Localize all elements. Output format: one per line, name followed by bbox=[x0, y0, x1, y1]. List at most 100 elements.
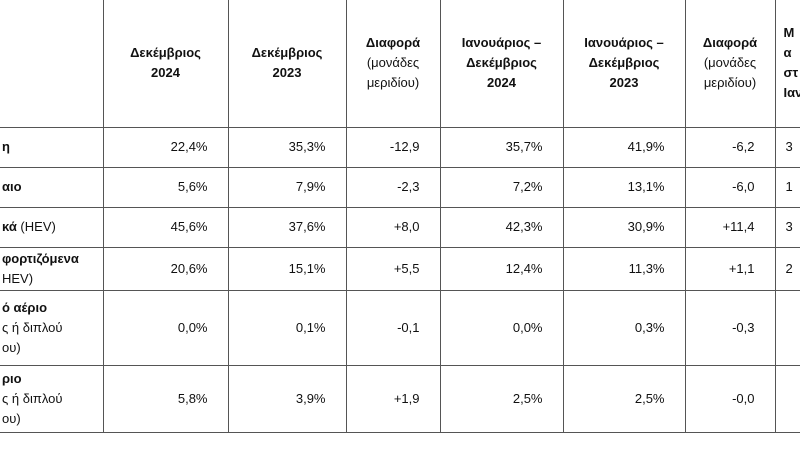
cell-line: φορτιζόμενα bbox=[2, 249, 102, 269]
cell-text: η bbox=[2, 139, 10, 154]
cell-text: ου) bbox=[2, 339, 21, 355]
value-cell bbox=[774, 289, 800, 366]
cell-text: 2024 bbox=[487, 75, 516, 91]
cell-line: ου) bbox=[2, 409, 102, 429]
cell-line: 2023 bbox=[564, 73, 684, 93]
cell-text: Διαφορά bbox=[702, 35, 758, 51]
cell-line: Δεκέμβριος bbox=[104, 43, 227, 63]
cell-text: 2024 bbox=[151, 65, 180, 81]
header-cell bbox=[0, 0, 104, 128]
cell-text: 2023 bbox=[609, 75, 639, 91]
value-cell: +1,1 bbox=[684, 246, 776, 291]
value-cell: 37,6% bbox=[227, 206, 347, 248]
row-label: κά (HEV) bbox=[0, 206, 104, 248]
cell-text: φορτιζόμενα bbox=[2, 250, 79, 266]
value-cell: 30,9% bbox=[562, 206, 686, 248]
cell-line: Μ bbox=[784, 23, 800, 43]
cell-line: 2023 bbox=[229, 63, 345, 83]
cell-line: Δεκέμβριος bbox=[229, 43, 345, 63]
table-row: αιο 5,6% 7,9% -2,3 7,2% 13,1% -6,0 1 bbox=[0, 166, 800, 208]
value-cell: 2 bbox=[774, 246, 800, 291]
cell-line: Διαφορά bbox=[686, 33, 774, 53]
row-label: ριο ς ή διπλού ου) bbox=[0, 364, 104, 433]
cell-line: μεριδίου) bbox=[686, 73, 774, 93]
cell-line: Ιανουάριος – bbox=[441, 33, 562, 53]
value-cell: +1,9 bbox=[345, 364, 441, 433]
cell-text: ριο bbox=[2, 370, 22, 386]
cell-text: Διαφορά bbox=[365, 35, 421, 51]
cell-line: Ιανουάριος – bbox=[564, 33, 684, 53]
cell-text: ς ή διπλού bbox=[2, 319, 63, 335]
header-cell: Δεκέμβριος 2023 bbox=[227, 0, 347, 128]
cell-line: Διαφορά bbox=[347, 33, 439, 53]
cell-text: Δεκέμβριος bbox=[588, 55, 660, 71]
cell-text: Δεκέμβριος bbox=[251, 45, 323, 61]
row-label: ό αέριο ς ή διπλού ου) bbox=[0, 289, 104, 366]
cell-text: HEV) bbox=[2, 270, 34, 286]
value-cell: -0,3 bbox=[684, 289, 776, 366]
value-cell: 0,3% bbox=[562, 289, 686, 366]
cell-line: Δεκέμβριος bbox=[441, 53, 562, 73]
cell-text: μεριδίου) bbox=[703, 75, 757, 91]
value-cell: 3 bbox=[774, 126, 800, 168]
cell-line: Ιαν bbox=[784, 83, 800, 103]
value-cell: -2,3 bbox=[345, 166, 441, 208]
cell-line: μεριδίου) bbox=[347, 73, 439, 93]
value-cell: 41,9% bbox=[562, 126, 686, 168]
value-cell: 5,6% bbox=[102, 166, 229, 208]
value-cell: 13,1% bbox=[562, 166, 686, 208]
value-cell: -6,0 bbox=[684, 166, 776, 208]
cell-text: (HEV) bbox=[16, 219, 56, 234]
value-cell: 11,3% bbox=[562, 246, 686, 291]
header-cell: Ιανουάριος – Δεκέμβριος 2024 bbox=[439, 0, 564, 128]
value-cell bbox=[774, 364, 800, 433]
cell-text: αιο bbox=[2, 179, 22, 194]
value-cell: 7,2% bbox=[439, 166, 564, 208]
cell-text: Ιανουάριος – bbox=[461, 35, 542, 51]
value-cell: +11,4 bbox=[684, 206, 776, 248]
cell-line: ριο bbox=[2, 369, 102, 389]
value-cell: 0,0% bbox=[102, 289, 229, 366]
value-cell: 5,8% bbox=[102, 364, 229, 433]
cell-line: ς ή διπλού bbox=[2, 389, 102, 409]
header-cell: Διαφορά (μονάδες μεριδίου) bbox=[684, 0, 776, 128]
cell-line: α bbox=[784, 43, 800, 63]
cell-text: στ bbox=[783, 65, 799, 81]
value-cell: 7,9% bbox=[227, 166, 347, 208]
value-cell: 3,9% bbox=[227, 364, 347, 433]
value-cell: -6,2 bbox=[684, 126, 776, 168]
cell-text: Δεκέμβριος bbox=[466, 55, 537, 71]
value-cell: +8,0 bbox=[345, 206, 441, 248]
cell-line: στ bbox=[784, 63, 800, 83]
header-row: Δεκέμβριος 2024 Δεκέμβριος 2023 Διαφορά (μονά… bbox=[0, 0, 800, 128]
row-label: φορτιζόμενα HEV) bbox=[0, 246, 104, 291]
cell-line: HEV) bbox=[2, 269, 102, 289]
cell-text: α bbox=[783, 45, 792, 61]
cell-text: 2023 bbox=[272, 65, 302, 81]
table-row: η 22,4% 35,3% -12,9 35,7% 41,9% -6,2 3 bbox=[0, 126, 800, 168]
cell-text: ου) bbox=[2, 410, 21, 426]
table-row: κά (HEV) 45,6% 37,6% +8,0 42,3% 30,9% +11,4 3 bbox=[0, 206, 800, 248]
header-cell: Διαφορά (μονάδες μεριδίου) bbox=[345, 0, 441, 128]
cell-line: η bbox=[2, 137, 102, 157]
cell-line: ου) bbox=[2, 338, 102, 358]
cell-line: κά (HEV) bbox=[2, 217, 102, 237]
table-row: φορτιζόμενα HEV) 20,6% 15,1% +5,5 12,4% 11,3% +… bbox=[0, 246, 800, 291]
cell-line: Δεκέμβριος bbox=[564, 53, 684, 73]
value-cell: 1 bbox=[774, 166, 800, 208]
value-cell: +5,5 bbox=[345, 246, 441, 291]
cell-text: Μ bbox=[783, 25, 795, 41]
cell-line: (μονάδες bbox=[347, 53, 439, 73]
table-row: ό αέριο ς ή διπλού ου) 0,0% 0,1% -0,1 0,0% 0,3%… bbox=[0, 289, 800, 366]
value-cell: -0,1 bbox=[345, 289, 441, 366]
cell-line: 2024 bbox=[441, 73, 562, 93]
header-cell: Δεκέμβριος 2024 bbox=[102, 0, 229, 128]
cell-text: μεριδίου) bbox=[366, 75, 420, 91]
value-cell: 15,1% bbox=[227, 246, 347, 291]
value-cell: 35,3% bbox=[227, 126, 347, 168]
table-row: ριο ς ή διπλού ου) 5,8% 3,9% +1,9 2,5% 2,5% -0,0 bbox=[0, 364, 800, 433]
cell-text: Ιανουάριος – bbox=[584, 35, 664, 51]
value-cell: 2,5% bbox=[562, 364, 686, 433]
header-cell: Μα στ Ιαν bbox=[774, 0, 800, 128]
